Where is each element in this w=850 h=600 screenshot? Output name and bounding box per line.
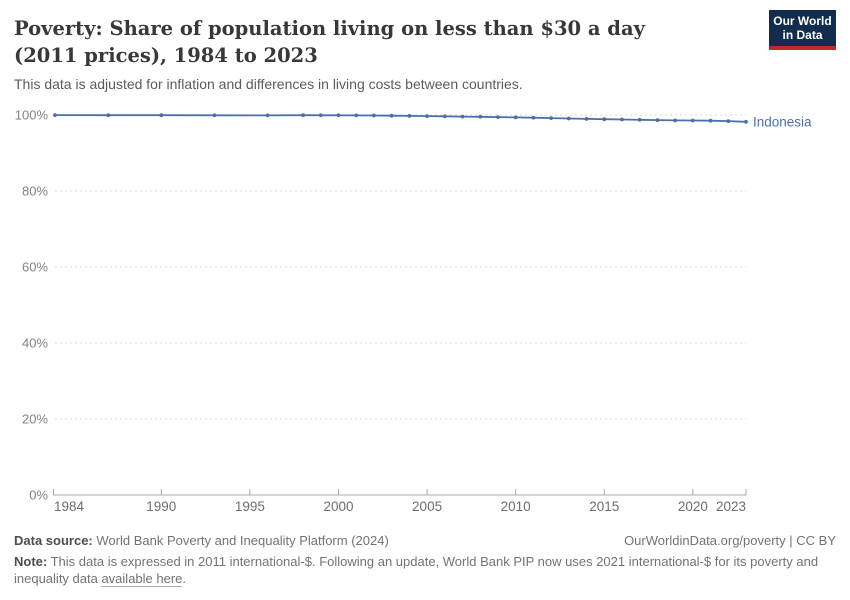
indonesia-point-2022[interactable]: [726, 119, 731, 123]
y-tick-label-60: 60%: [22, 260, 48, 275]
y-tick-label-0: 0%: [29, 488, 48, 503]
indonesia-line[interactable]: [54, 114, 747, 123]
indonesia-point-2013[interactable]: [566, 116, 571, 121]
chart-subtitle: This data is adjusted for inflation and …: [14, 76, 523, 92]
x-tick-label-1984: 1984: [54, 499, 85, 514]
y-tick-label-20: 20%: [22, 412, 48, 427]
indonesia-point-2002[interactable]: [372, 113, 376, 118]
indonesia-point-2021[interactable]: [708, 118, 713, 123]
indonesia-point-2012[interactable]: [549, 116, 553, 120]
indonesia-point-1987[interactable]: [106, 113, 111, 118]
note-row: Note: This data is expressed in 2011 int…: [14, 553, 826, 587]
indonesia-point-2020[interactable]: [690, 118, 695, 123]
indonesia-point-2010[interactable]: [513, 115, 518, 120]
chart-title: Poverty: Share of population living on l…: [14, 17, 645, 67]
indonesia-point-2016[interactable]: [620, 117, 624, 122]
credit-line: OurWorldinData.org/poverty | CC BY: [624, 533, 836, 548]
source-row: Data source: World Bank Poverty and Ineq…: [14, 532, 836, 549]
indonesia-point-2018[interactable]: [655, 118, 660, 122]
data-source: Data source: World Bank Poverty and Ineq…: [14, 532, 389, 549]
indonesia-point-2008[interactable]: [478, 114, 483, 119]
x-tick-label-2020: 2020: [678, 499, 708, 514]
indonesia-point-2005[interactable]: [425, 114, 429, 118]
indonesia-point-2001[interactable]: [354, 113, 359, 118]
indonesia-point-2000[interactable]: [336, 113, 341, 118]
y-tick-label-100: 100%: [15, 108, 49, 123]
indonesia-point-2014[interactable]: [584, 117, 589, 121]
indonesia-point-2009[interactable]: [496, 115, 500, 119]
indonesia-point-2017[interactable]: [637, 117, 642, 122]
indonesia-point-2003[interactable]: [389, 113, 394, 118]
indonesia-point-2015[interactable]: [602, 117, 607, 122]
note-text: This data is expressed in 2011 internati…: [14, 554, 819, 586]
poverty-line-chart[interactable]: 0% 20% 40% 60% 80% 100% 1984 1990 1995 2000 2005 20…: [0, 0, 850, 530]
note-label: Note:: [14, 554, 48, 569]
indonesia-point-2023[interactable]: [744, 119, 748, 124]
x-tick-label-2010: 2010: [501, 499, 531, 514]
data-source-label: Data source:: [14, 533, 93, 548]
indonesia-point-1984[interactable]: [53, 113, 57, 117]
indonesia-point-2006[interactable]: [442, 114, 447, 119]
indonesia-point-1998[interactable]: [301, 113, 305, 118]
owid-logo-line2: in Data: [782, 28, 823, 42]
indonesia-point-1999[interactable]: [318, 113, 323, 118]
y-tick-label-80: 80%: [22, 184, 48, 199]
entity-label-indonesia[interactable]: Indonesia: [753, 114, 812, 129]
x-tick-label-1990: 1990: [146, 499, 176, 514]
indonesia-point-2019[interactable]: [673, 118, 677, 123]
x-tick-label-1995: 1995: [235, 499, 265, 514]
indonesia-point-2007[interactable]: [460, 114, 465, 119]
indonesia-point-1993[interactable]: [212, 113, 217, 118]
y-tick-label-40: 40%: [22, 336, 48, 351]
x-tick-label-2005: 2005: [412, 499, 442, 514]
owid-logo[interactable]: Our World in Data: [769, 10, 836, 50]
indonesia-point-1990[interactable]: [159, 113, 164, 118]
indonesia-point-2004[interactable]: [407, 114, 412, 118]
indonesia-point-2011[interactable]: [531, 115, 536, 120]
chart-footer: Data source: World Bank Poverty and Ineq…: [14, 532, 836, 587]
indonesia-point-1996[interactable]: [265, 113, 270, 118]
data-source-value: World Bank Poverty and Inequality Platfo…: [96, 533, 389, 548]
x-tick-label-2015: 2015: [589, 499, 619, 514]
x-tick-label-2000: 2000: [323, 499, 353, 514]
available-here-link[interactable]: available here: [101, 571, 183, 587]
x-tick-label-2023: 2023: [716, 499, 746, 514]
owid-logo-line1: Our World: [773, 14, 832, 28]
note-text-end: .: [182, 571, 187, 586]
